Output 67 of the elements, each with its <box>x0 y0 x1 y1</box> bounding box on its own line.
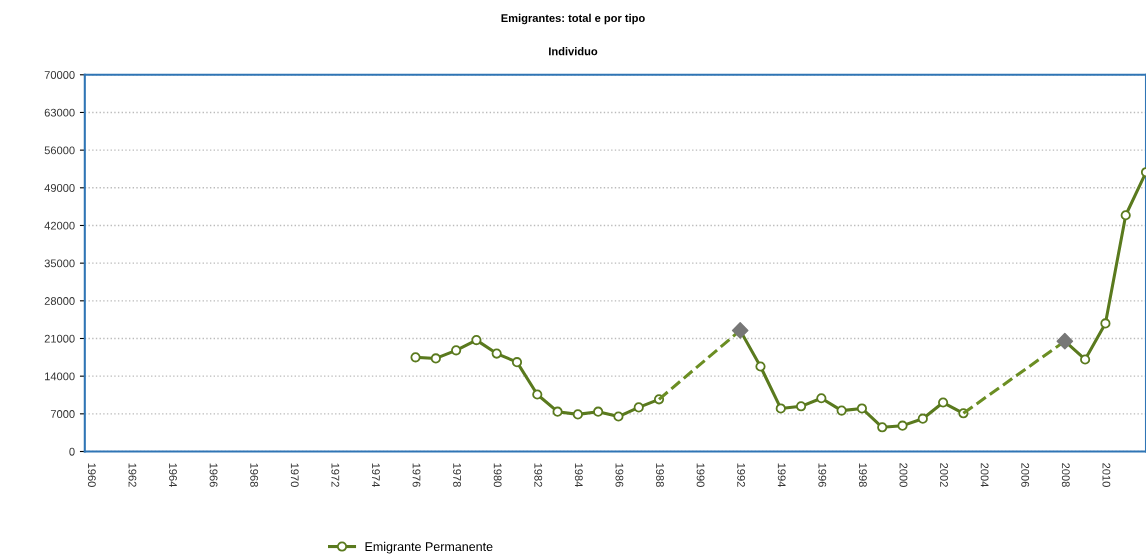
y-tick-label: 21000 <box>44 334 75 343</box>
x-tick-label: 1988 <box>656 463 664 487</box>
point <box>775 403 786 414</box>
x-tick-label: 1966 <box>209 463 218 487</box>
y-tick-label: 35000 <box>44 259 75 268</box>
point <box>816 393 827 404</box>
point <box>856 403 868 414</box>
point <box>1120 210 1131 221</box>
y-tick-label: 42000 <box>44 221 75 230</box>
point <box>1100 318 1111 329</box>
chart-subtitle: Individuo <box>549 47 598 56</box>
x-tick-label: 1982 <box>534 463 543 487</box>
point <box>532 389 543 400</box>
legend-label: Emigrante Permanente <box>365 541 493 554</box>
point <box>1056 332 1074 350</box>
point <box>471 335 482 346</box>
point <box>755 361 766 372</box>
point <box>1080 354 1091 365</box>
point <box>731 322 749 339</box>
x-tick-label: 1970 <box>290 463 299 487</box>
point <box>430 353 441 364</box>
point <box>552 406 563 417</box>
y-tick-label: 0 <box>69 447 75 456</box>
y-tick-label: 28000 <box>44 297 75 305</box>
x-tick-label: 2010 <box>1102 463 1111 487</box>
y-tick-label: 7000 <box>50 410 75 418</box>
point <box>511 357 523 368</box>
point <box>897 420 908 431</box>
point <box>917 413 928 424</box>
point <box>451 345 462 356</box>
x-tick-label: 1976 <box>412 463 421 487</box>
chart-title: Emigrantes: total e por tipo <box>501 13 645 25</box>
y-tick-label: 56000 <box>44 146 75 155</box>
x-tick-label: 2002 <box>940 463 948 487</box>
y-tick-label: 14000 <box>45 372 75 381</box>
x-tick-label: 1986 <box>615 463 624 487</box>
x-tick-label: 1962 <box>128 463 137 487</box>
x-tick-label: 1980 <box>493 463 502 487</box>
x-tick-label: 1996 <box>818 463 827 487</box>
point <box>410 352 421 363</box>
y-tick-label: 49000 <box>44 184 75 192</box>
y-tick-label: 63000 <box>44 108 75 117</box>
x-tick-label: 1984 <box>574 463 583 488</box>
x-tick-label: 2004 <box>980 463 989 488</box>
x-tick-label: 1994 <box>777 463 786 488</box>
point <box>836 405 847 416</box>
point <box>613 411 624 422</box>
x-tick-label: 1992 <box>737 463 746 487</box>
point <box>593 406 604 417</box>
point <box>633 402 644 413</box>
point <box>938 397 949 408</box>
point <box>795 401 807 412</box>
x-tick-label: 2000 <box>899 463 908 487</box>
x-tick-label: 1960 <box>87 463 96 487</box>
point <box>572 409 583 420</box>
x-tick-label: 1968 <box>250 463 259 487</box>
x-tick-label: 1990 <box>696 463 705 487</box>
x-tick-label: 1974 <box>371 463 380 488</box>
x-tick-label: 2008 <box>1061 463 1070 487</box>
x-tick-label: 2006 <box>1021 463 1030 487</box>
y-tick-label: 70000 <box>44 71 75 79</box>
x-tick-label: 1972 <box>331 463 340 487</box>
x-tick-label: 1964 <box>169 463 177 488</box>
x-tick-label: 1998 <box>858 463 867 487</box>
x-tick-label: 1978 <box>453 463 462 487</box>
point <box>877 422 888 433</box>
point <box>491 348 502 359</box>
